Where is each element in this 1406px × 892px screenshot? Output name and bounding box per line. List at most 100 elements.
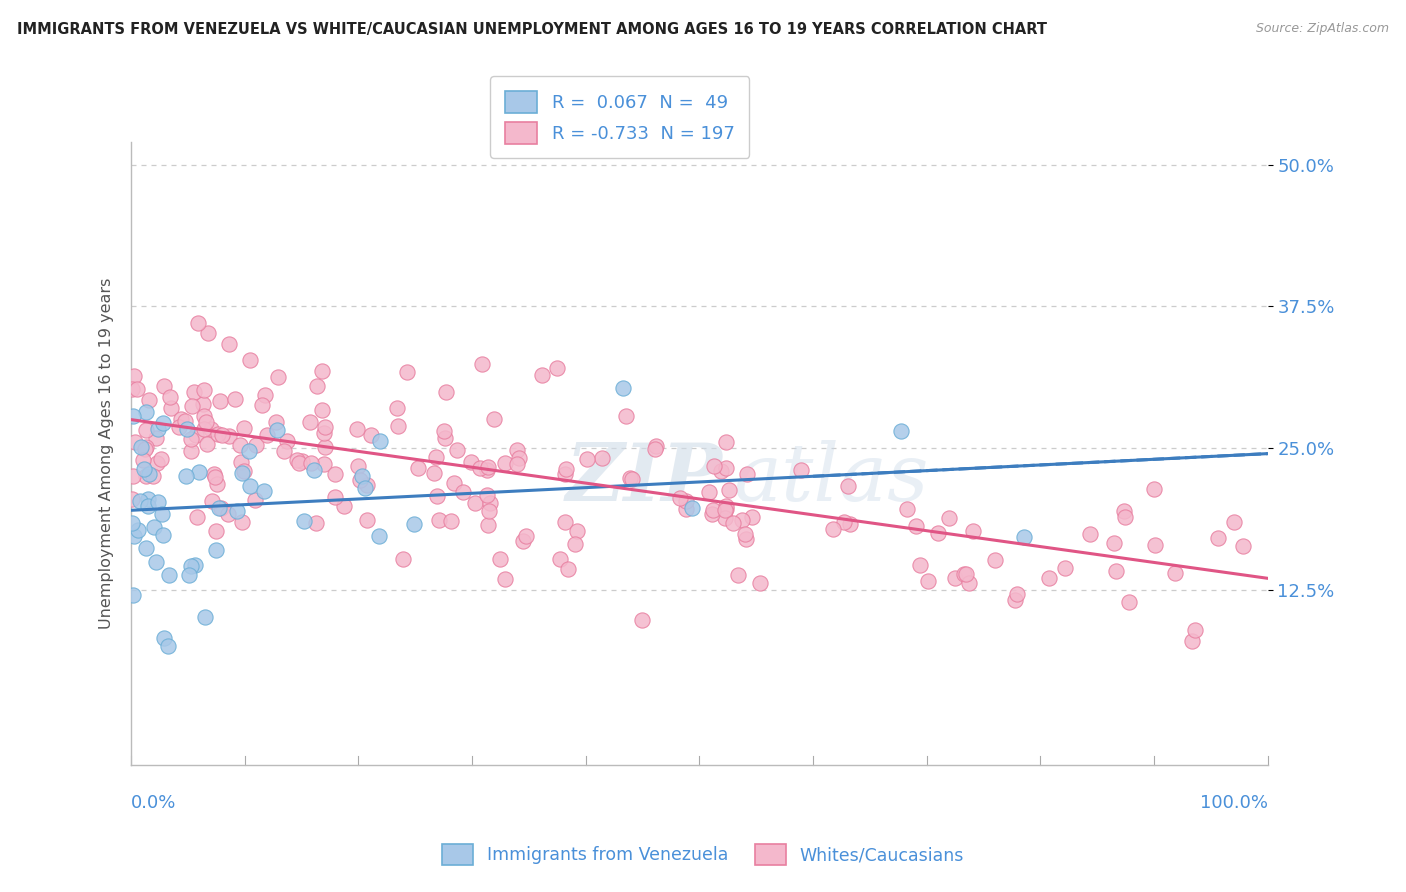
Point: [167, 419, 190, 434]
Point: [346, 459, 368, 474]
Point: [138, 392, 160, 407]
Point: [943, 571, 966, 585]
Point: [631, 613, 654, 627]
Point: [267, 370, 290, 384]
Point: [200, 494, 222, 508]
Point: [721, 516, 744, 531]
Point: [548, 551, 571, 566]
Point: [506, 457, 529, 471]
Point: [494, 572, 516, 586]
Point: [152, 528, 174, 542]
Point: [353, 481, 375, 495]
Point: [360, 428, 382, 442]
Point: [1007, 587, 1029, 601]
Point: [188, 466, 211, 480]
Point: [153, 379, 176, 393]
Point: [186, 510, 208, 524]
Point: [136, 491, 159, 506]
Point: [612, 381, 634, 395]
Point: [477, 517, 499, 532]
Point: [312, 457, 335, 471]
Point: [217, 508, 239, 522]
Point: [425, 450, 447, 464]
Point: [323, 490, 346, 504]
Point: [143, 520, 166, 534]
Point: [243, 492, 266, 507]
Point: [127, 523, 149, 537]
Point: [195, 437, 218, 451]
Point: [837, 478, 859, 492]
Point: [546, 361, 568, 376]
Point: [905, 518, 928, 533]
Point: [305, 516, 328, 531]
Point: [238, 444, 260, 458]
Point: [121, 491, 143, 506]
Point: [714, 460, 737, 475]
Point: [305, 378, 328, 392]
Point: [193, 383, 215, 397]
Text: IMMIGRANTS FROM VENEZUELA VS WHITE/CAUCASIAN UNEMPLOYMENT AMONG AGES 16 TO 19 YE: IMMIGRANTS FROM VENEZUELA VS WHITE/CAUCA…: [17, 22, 1047, 37]
Point: [285, 452, 308, 467]
Point: [180, 443, 202, 458]
Point: [208, 394, 231, 409]
Point: [512, 533, 534, 548]
Point: [718, 483, 741, 497]
Point: [1206, 532, 1229, 546]
Point: [156, 639, 179, 653]
Point: [232, 421, 254, 435]
Point: [1184, 624, 1206, 638]
Point: [288, 457, 311, 471]
Point: [391, 552, 413, 566]
Point: [741, 509, 763, 524]
Point: [426, 490, 449, 504]
Point: [179, 567, 201, 582]
Point: [181, 399, 204, 413]
Point: [266, 423, 288, 437]
Point: [180, 559, 202, 574]
Point: [218, 429, 240, 443]
Point: [731, 513, 754, 527]
Point: [122, 529, 145, 543]
Point: [125, 382, 148, 396]
Point: [1223, 515, 1246, 529]
Point: [183, 384, 205, 399]
Point: [1232, 539, 1254, 553]
Point: [1054, 561, 1077, 575]
Point: [619, 471, 641, 485]
Text: 100.0%: 100.0%: [1199, 794, 1268, 812]
Point: [962, 524, 984, 539]
Point: [224, 392, 246, 406]
Point: [644, 439, 666, 453]
Point: [896, 502, 918, 516]
Point: [145, 456, 167, 470]
Point: [314, 440, 336, 454]
Point: [245, 437, 267, 451]
Point: [187, 316, 209, 330]
Point: [132, 461, 155, 475]
Point: [953, 567, 976, 582]
Point: [714, 500, 737, 514]
Point: [515, 529, 537, 543]
Point: [302, 463, 325, 477]
Point: [839, 516, 862, 531]
Point: [422, 466, 444, 480]
Point: [311, 403, 333, 417]
Point: [910, 558, 932, 573]
Point: [475, 488, 498, 502]
Point: [482, 411, 505, 425]
Point: [955, 566, 977, 581]
Point: [148, 494, 170, 508]
Point: [173, 414, 195, 428]
Point: [207, 501, 229, 516]
Point: [231, 515, 253, 529]
Point: [1118, 595, 1140, 609]
Point: [446, 442, 468, 457]
Point: [194, 610, 217, 624]
Point: [395, 365, 418, 379]
Point: [276, 434, 298, 448]
Point: [367, 528, 389, 542]
Point: [1114, 510, 1136, 524]
Point: [749, 575, 772, 590]
Point: [197, 326, 219, 341]
Point: [557, 562, 579, 576]
